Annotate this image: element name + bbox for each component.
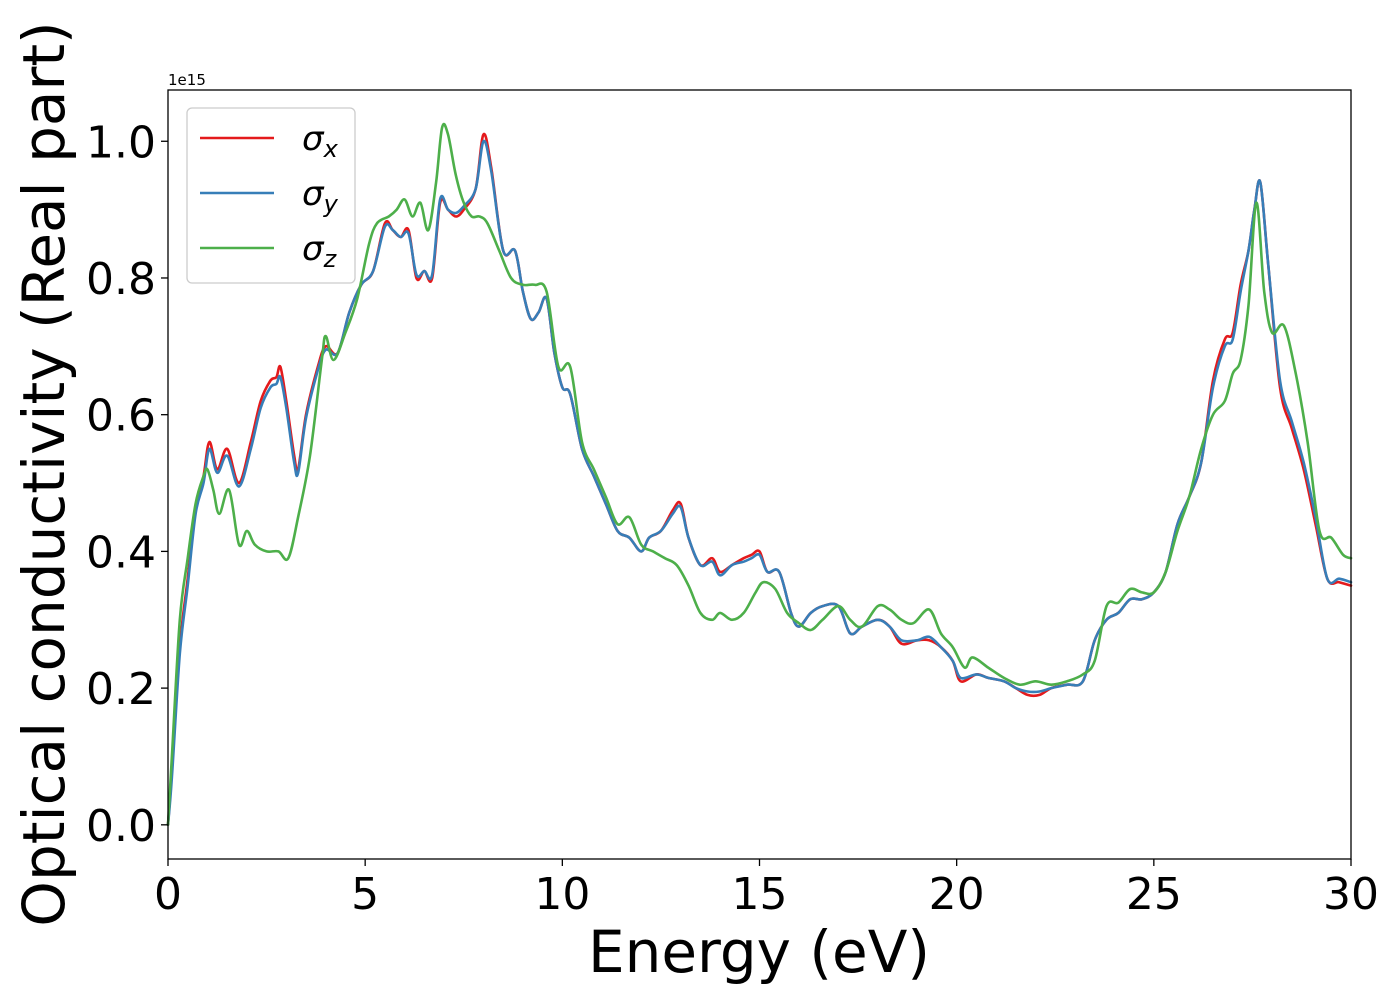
- x-tick-label: 10: [534, 869, 590, 920]
- y-axis-ticks: 0.0 0.2 0.4 0.6 0.8 1.0: [86, 117, 168, 852]
- x-axis-ticks: 0 5 10 15 20 25 30: [154, 859, 1379, 920]
- y-tick-label: 0.0: [86, 801, 156, 852]
- x-tick-label: 5: [351, 869, 379, 920]
- legend-symbol: σ: [302, 119, 325, 159]
- legend-label-z: σz: [302, 229, 338, 273]
- x-tick-label: 20: [929, 869, 985, 920]
- x-axis-label: Energy (eV): [588, 918, 930, 986]
- y-tick-label: 1.0: [86, 117, 156, 168]
- legend-box: [186, 107, 356, 284]
- series-layer: [166, 122, 1353, 827]
- y-tick-label: 0.4: [86, 527, 156, 578]
- y-tick-label: 0.8: [86, 254, 156, 305]
- legend-symbol: σ: [302, 174, 325, 214]
- x-tick-label: 25: [1126, 869, 1182, 920]
- plot-area: [168, 90, 1351, 859]
- legend-subscript: y: [323, 190, 339, 218]
- legend-label-y: σy: [302, 174, 339, 218]
- legend-subscript: z: [323, 245, 338, 273]
- x-tick-label: 15: [732, 869, 788, 920]
- legend-subscript: x: [323, 135, 339, 163]
- y-tick-label: 0.6: [86, 391, 156, 442]
- y-axis-label: Optical conductivity (Real part): [10, 21, 78, 926]
- legend-label-x: σx: [302, 119, 339, 163]
- series-line-z: [166, 122, 1353, 827]
- legend-symbol: σ: [302, 229, 325, 269]
- x-tick-label: 30: [1323, 869, 1379, 920]
- y-offset-label: 1e15: [168, 71, 206, 89]
- y-tick-label: 0.2: [86, 664, 156, 715]
- x-tick-label: 0: [154, 869, 182, 920]
